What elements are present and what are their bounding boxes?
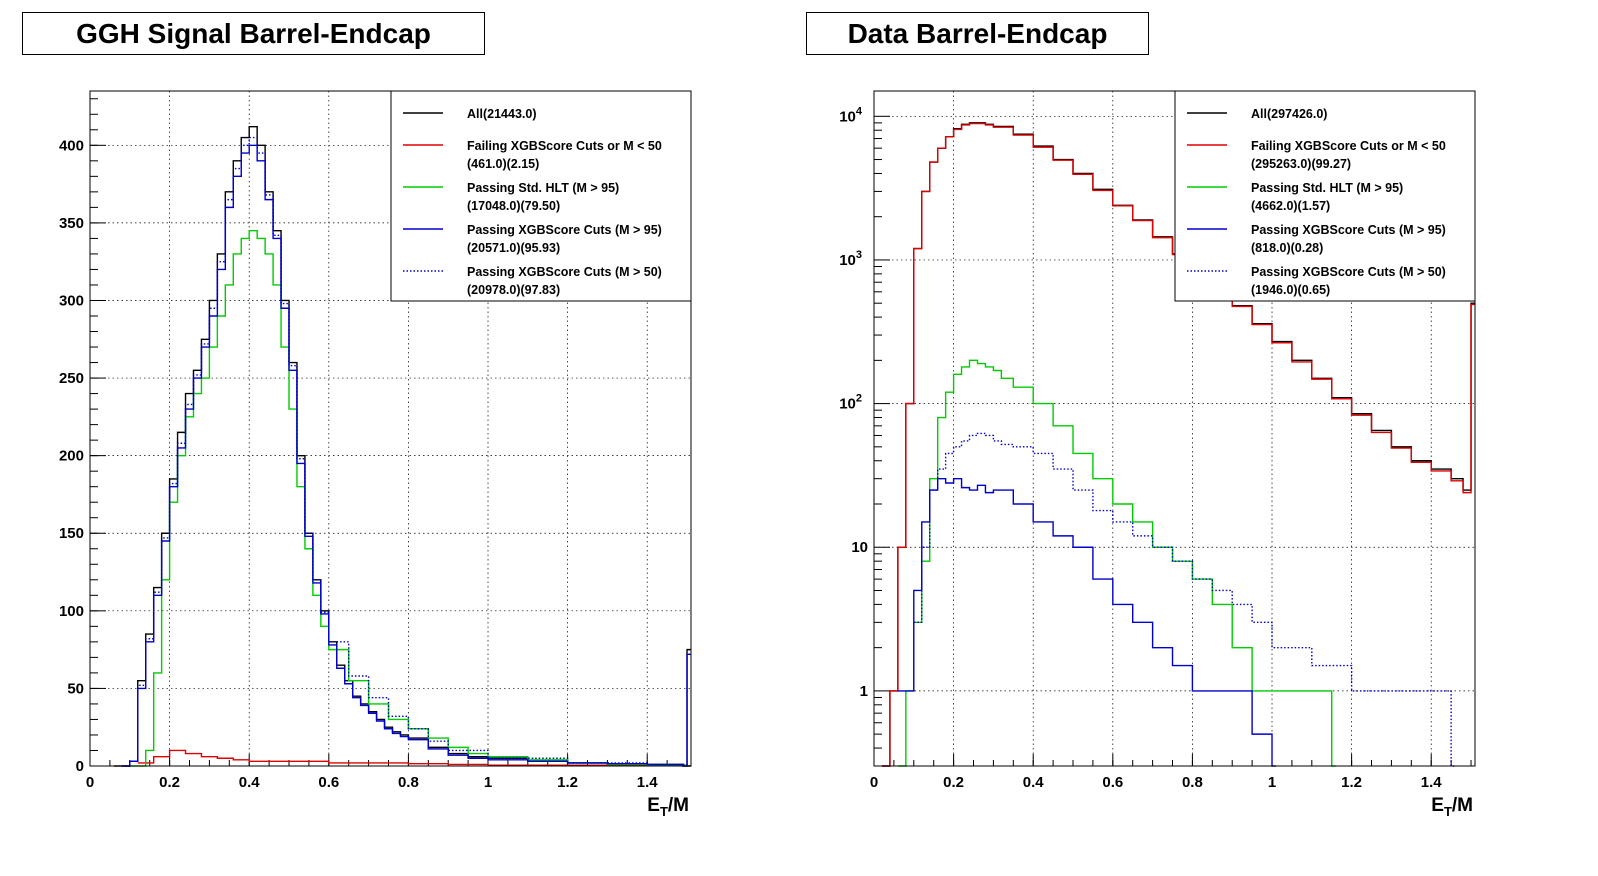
y-tick-label: 250 — [59, 370, 84, 387]
legend-label-4: Passing XGBScore Cuts (M > 50) — [467, 265, 662, 279]
y-tick-label: 200 — [59, 448, 84, 465]
y-tick-label: 100 — [59, 603, 84, 620]
y-tick-label: 150 — [59, 525, 84, 542]
y-tick-label: 400 — [59, 137, 84, 154]
legend-label-1: Failing XGBScore Cuts or M < 50 — [467, 139, 662, 153]
series-line-3 — [897, 478, 1276, 767]
x-tick-label: 0 — [870, 774, 878, 791]
legend-sublabel-3: (818.0)(0.28) — [1251, 241, 1323, 255]
series-line-1 — [881, 122, 1475, 767]
series-line-3 — [121, 144, 691, 767]
legend-sublabel-1: (461.0)(2.15) — [467, 157, 539, 171]
legend-sublabel-1: (295263.0)(99.27) — [1251, 157, 1351, 171]
y-tick-label: 104 — [839, 105, 863, 125]
series-line-2 — [897, 359, 1336, 767]
x-tick-label: 0.6 — [1102, 774, 1123, 791]
x-tick-label: 0.6 — [318, 774, 339, 791]
x-axis-label-rest: /M — [1452, 795, 1473, 816]
x-axis-label-rest: /M — [668, 795, 689, 816]
x-axis-label-sub: T — [660, 804, 668, 819]
x-tick-label: 1.4 — [637, 774, 659, 791]
y-tick-label: 0 — [76, 758, 84, 775]
series-line-4 — [121, 136, 691, 767]
series-line-1 — [137, 749, 691, 767]
chart-ggh-signal: 0 0.2 0.4 0.6 0.8 1 1.2 1.4 0 50 100 150 200 250 300 35… — [59, 90, 692, 819]
x-tick-label: 0.4 — [1023, 774, 1045, 791]
legend-label-3: Passing XGBScore Cuts (M > 95) — [1251, 223, 1446, 237]
y-tick-exponent: 3 — [856, 249, 862, 261]
chart-data: 0 0.2 0.4 0.6 0.8 1 1.2 1.4 1 10 102 103 104 ET/M All(… — [839, 90, 1476, 819]
legend-label-2: Passing Std. HLT (M > 95) — [1251, 181, 1403, 195]
legend-sublabel-3: (20571.0)(95.93) — [467, 241, 560, 255]
series-line-2 — [129, 229, 691, 767]
x-axis-label-sub: T — [1444, 804, 1452, 819]
chart-title-right: Data Barrel-Endcap — [806, 12, 1149, 55]
y-tick-label: 103 — [839, 249, 862, 269]
x-axis-label-base: E — [647, 795, 660, 816]
x-tick-label: 1 — [1268, 774, 1276, 791]
legend-label-4: Passing XGBScore Cuts (M > 50) — [1251, 265, 1446, 279]
x-tick-label: 1.4 — [1421, 774, 1443, 791]
legend-label-2: Passing Std. HLT (M > 95) — [467, 181, 619, 195]
y-tick-label: 1 — [860, 683, 868, 700]
legend-box — [390, 90, 692, 302]
x-axis-label: ET/M — [647, 795, 689, 819]
x-tick-label: 0.8 — [1182, 774, 1203, 791]
series-line-4 — [913, 432, 1456, 767]
x-axis-label-base: E — [1431, 795, 1444, 816]
legend: All(21443.0) Failing XGBScore Cuts or M <… — [390, 90, 692, 302]
legend: All(297426.0) Failing XGBScore Cuts or M … — [1174, 90, 1476, 302]
legend-box — [1174, 90, 1476, 302]
legend-sublabel-2: (4662.0)(1.57) — [1251, 199, 1330, 213]
y-tick-exponent: 4 — [856, 105, 863, 117]
y-tick-label: 102 — [839, 393, 862, 413]
x-tick-label: 0.2 — [159, 774, 180, 791]
legend-label-0: All(297426.0) — [1251, 107, 1327, 121]
legend-label-1: Failing XGBScore Cuts or M < 50 — [1251, 139, 1446, 153]
legend-sublabel-2: (17048.0)(79.50) — [467, 199, 560, 213]
x-tick-label: 0.8 — [398, 774, 419, 791]
x-tick-label: 0.2 — [943, 774, 964, 791]
legend-label-3: Passing XGBScore Cuts (M > 95) — [467, 223, 662, 237]
x-axis-label: ET/M — [1431, 795, 1473, 819]
y-tick-label: 300 — [59, 292, 84, 309]
x-tick-label: 1.2 — [557, 774, 578, 791]
x-tick-label: 0.4 — [239, 774, 261, 791]
legend-sublabel-4: (1946.0)(0.65) — [1251, 283, 1330, 297]
y-tick-exponent: 2 — [856, 393, 862, 405]
chart-title-left: GGH Signal Barrel-Endcap — [22, 12, 485, 55]
y-tick-label: 350 — [59, 215, 84, 232]
y-tick-label: 50 — [67, 680, 84, 697]
y-tick-label: 10 — [851, 539, 868, 556]
legend-sublabel-4: (20978.0)(97.83) — [467, 283, 560, 297]
x-tick-label: 1.2 — [1341, 774, 1362, 791]
legend-label-0: All(21443.0) — [467, 107, 536, 121]
x-tick-label: 1 — [484, 774, 492, 791]
x-tick-label: 0 — [86, 774, 94, 791]
